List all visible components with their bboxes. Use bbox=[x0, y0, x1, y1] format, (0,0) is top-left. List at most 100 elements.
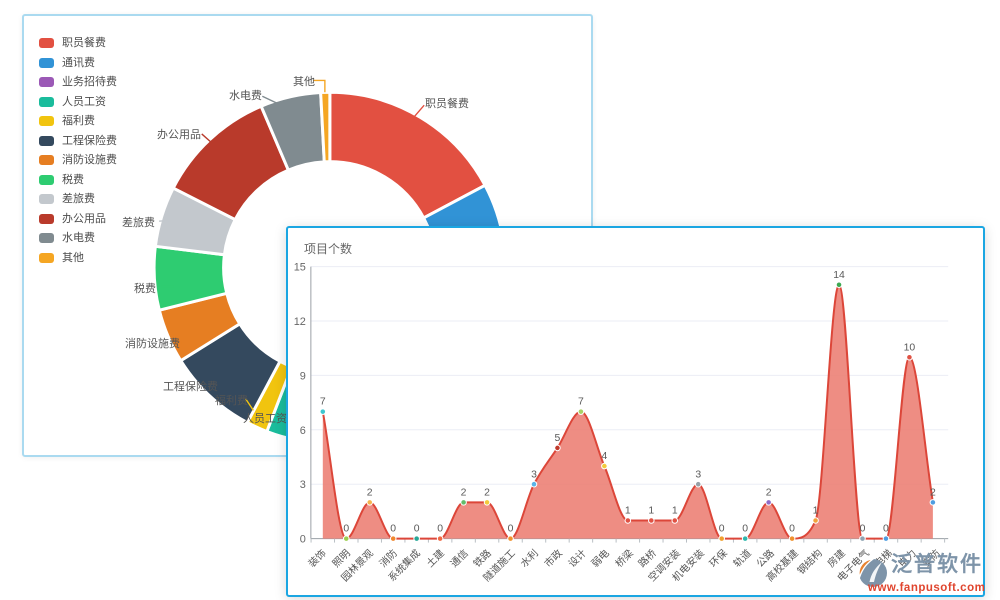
data-point-marker[interactable] bbox=[741, 535, 749, 542]
data-point-label: 0 bbox=[437, 524, 443, 535]
legend-item[interactable]: 业务招待费 bbox=[39, 77, 117, 88]
data-point-marker[interactable] bbox=[460, 499, 467, 506]
data-point-marker[interactable] bbox=[929, 499, 937, 506]
data-point-marker[interactable] bbox=[671, 517, 679, 524]
pie-slice-label: 差旅费 bbox=[122, 217, 155, 229]
legend-item[interactable]: 水电费 bbox=[39, 232, 117, 244]
data-point-marker[interactable] bbox=[718, 535, 725, 542]
y-axis-tick-label: 12 bbox=[294, 316, 306, 328]
data-point-label: 7 bbox=[578, 397, 584, 408]
pie-slice-label: 其他 bbox=[293, 76, 315, 88]
legend-item[interactable]: 其他 bbox=[39, 251, 117, 264]
pie-slice-label: 职员餐费 bbox=[425, 98, 469, 110]
legend-swatch bbox=[39, 233, 54, 243]
pie-legend: 职员餐费通讯费业务招待费人员工资福利费工程保险费消防设施费税费差旅费办公用品水电… bbox=[39, 38, 117, 272]
legend-item[interactable]: 人员工资 bbox=[39, 96, 117, 107]
chart-title: 项目个数 bbox=[304, 242, 353, 256]
data-point-marker[interactable] bbox=[648, 517, 655, 524]
legend-item-label: 税费 bbox=[62, 173, 84, 186]
legend-item[interactable]: 通讯费 bbox=[39, 56, 117, 69]
donut-slice[interactable] bbox=[319, 90, 332, 164]
y-axis-tick-label: 0 bbox=[300, 534, 306, 546]
data-point-label: 3 bbox=[531, 469, 537, 480]
area-chart: 0 3 6 9 12 15 7 0 2 0 0 0 2 2 0 3 5 7 4 1 1 1 3 0 0 2 0 1 14 0 0 10 2 bbox=[294, 262, 949, 546]
data-point-label: 1 bbox=[625, 506, 631, 517]
data-point-marker[interactable] bbox=[835, 281, 843, 288]
data-point-marker[interactable] bbox=[601, 462, 608, 470]
pie-label-line bbox=[262, 95, 280, 105]
data-point-marker[interactable] bbox=[483, 499, 491, 506]
legend-swatch bbox=[39, 174, 54, 185]
data-point-marker[interactable] bbox=[788, 535, 796, 542]
legend-swatch bbox=[39, 57, 54, 68]
pie-slice-label: 工程保险费 bbox=[163, 381, 218, 393]
pie-label-line bbox=[278, 414, 287, 424]
legend-swatch bbox=[39, 77, 54, 87]
pie-slice-label: 税费 bbox=[134, 283, 156, 295]
pie-slice-label: 人员工资 bbox=[243, 413, 287, 425]
legend-item[interactable]: 消防设施费 bbox=[39, 154, 117, 166]
legend-item[interactable]: 福利费 bbox=[39, 115, 117, 127]
pie-slice-label: 办公用品 bbox=[157, 129, 201, 141]
data-point-marker[interactable] bbox=[389, 535, 397, 542]
data-point-label: 2 bbox=[367, 487, 373, 498]
legend-item[interactable]: 职员餐费 bbox=[39, 38, 117, 49]
legend-swatch bbox=[39, 252, 54, 263]
data-point-label: 10 bbox=[904, 342, 916, 353]
data-point-marker[interactable] bbox=[530, 480, 538, 488]
data-point-marker[interactable] bbox=[366, 499, 374, 506]
data-point-marker[interactable] bbox=[765, 499, 772, 506]
legend-item-label: 水电费 bbox=[62, 232, 95, 244]
area-fill bbox=[322, 284, 933, 539]
legend-item[interactable]: 差旅费 bbox=[39, 194, 117, 205]
data-point-label: 0 bbox=[508, 524, 514, 535]
pie-label-line bbox=[201, 133, 212, 143]
data-point-label: 0 bbox=[719, 524, 725, 535]
data-point-label: 0 bbox=[742, 524, 748, 535]
data-point-label: 0 bbox=[860, 524, 866, 535]
data-point-marker[interactable] bbox=[624, 517, 632, 524]
data-point-label: 5 bbox=[555, 433, 561, 444]
data-point-label: 2 bbox=[484, 487, 490, 498]
legend-swatch bbox=[39, 116, 54, 126]
legend-swatch bbox=[39, 155, 54, 165]
data-point-label: 1 bbox=[813, 506, 819, 517]
legend-item[interactable]: 工程保险费 bbox=[39, 134, 117, 147]
data-point-marker[interactable] bbox=[694, 480, 702, 488]
data-point-marker[interactable] bbox=[554, 444, 561, 452]
legend-item-label: 工程保险费 bbox=[62, 134, 117, 147]
legend-item[interactable]: 税费 bbox=[39, 173, 117, 186]
legend-swatch bbox=[39, 96, 54, 107]
data-point-marker[interactable] bbox=[319, 408, 327, 415]
pie-slice-label: 水电费 bbox=[229, 90, 262, 102]
legend-item[interactable]: 办公用品 bbox=[39, 212, 117, 225]
legend-item-label: 通讯费 bbox=[62, 56, 95, 69]
data-point-label: 2 bbox=[930, 487, 936, 498]
data-point-marker[interactable] bbox=[436, 535, 444, 542]
data-point-marker[interactable] bbox=[906, 353, 913, 361]
data-point-label: 3 bbox=[695, 469, 701, 480]
data-point-label: 1 bbox=[672, 506, 678, 517]
data-point-marker[interactable] bbox=[577, 408, 585, 415]
data-point-label: 0 bbox=[343, 524, 349, 535]
legend-item-label: 消防设施费 bbox=[62, 154, 117, 166]
legend-item-label: 其他 bbox=[62, 251, 84, 264]
watermark: 泛普软件 www.fanpusoft.com bbox=[858, 552, 992, 598]
data-point-label: 1 bbox=[648, 506, 654, 517]
legend-item-label: 办公用品 bbox=[62, 212, 106, 225]
fanpu-logo-icon bbox=[858, 558, 887, 587]
data-point-marker[interactable] bbox=[507, 535, 514, 542]
data-point-marker[interactable] bbox=[413, 535, 420, 542]
y-axis-tick-label: 9 bbox=[300, 370, 306, 382]
y-axis-tick-label: 15 bbox=[294, 262, 306, 274]
pie-label-line bbox=[411, 104, 425, 120]
data-point-marker[interactable] bbox=[812, 517, 819, 524]
legend-swatch bbox=[39, 38, 54, 48]
data-point-marker[interactable] bbox=[859, 535, 866, 542]
data-point-marker[interactable] bbox=[882, 535, 890, 542]
legend-item-label: 福利费 bbox=[62, 115, 95, 127]
data-point-marker[interactable] bbox=[342, 535, 350, 542]
pie-label-line bbox=[244, 398, 254, 411]
pie-label-line bbox=[173, 340, 183, 344]
